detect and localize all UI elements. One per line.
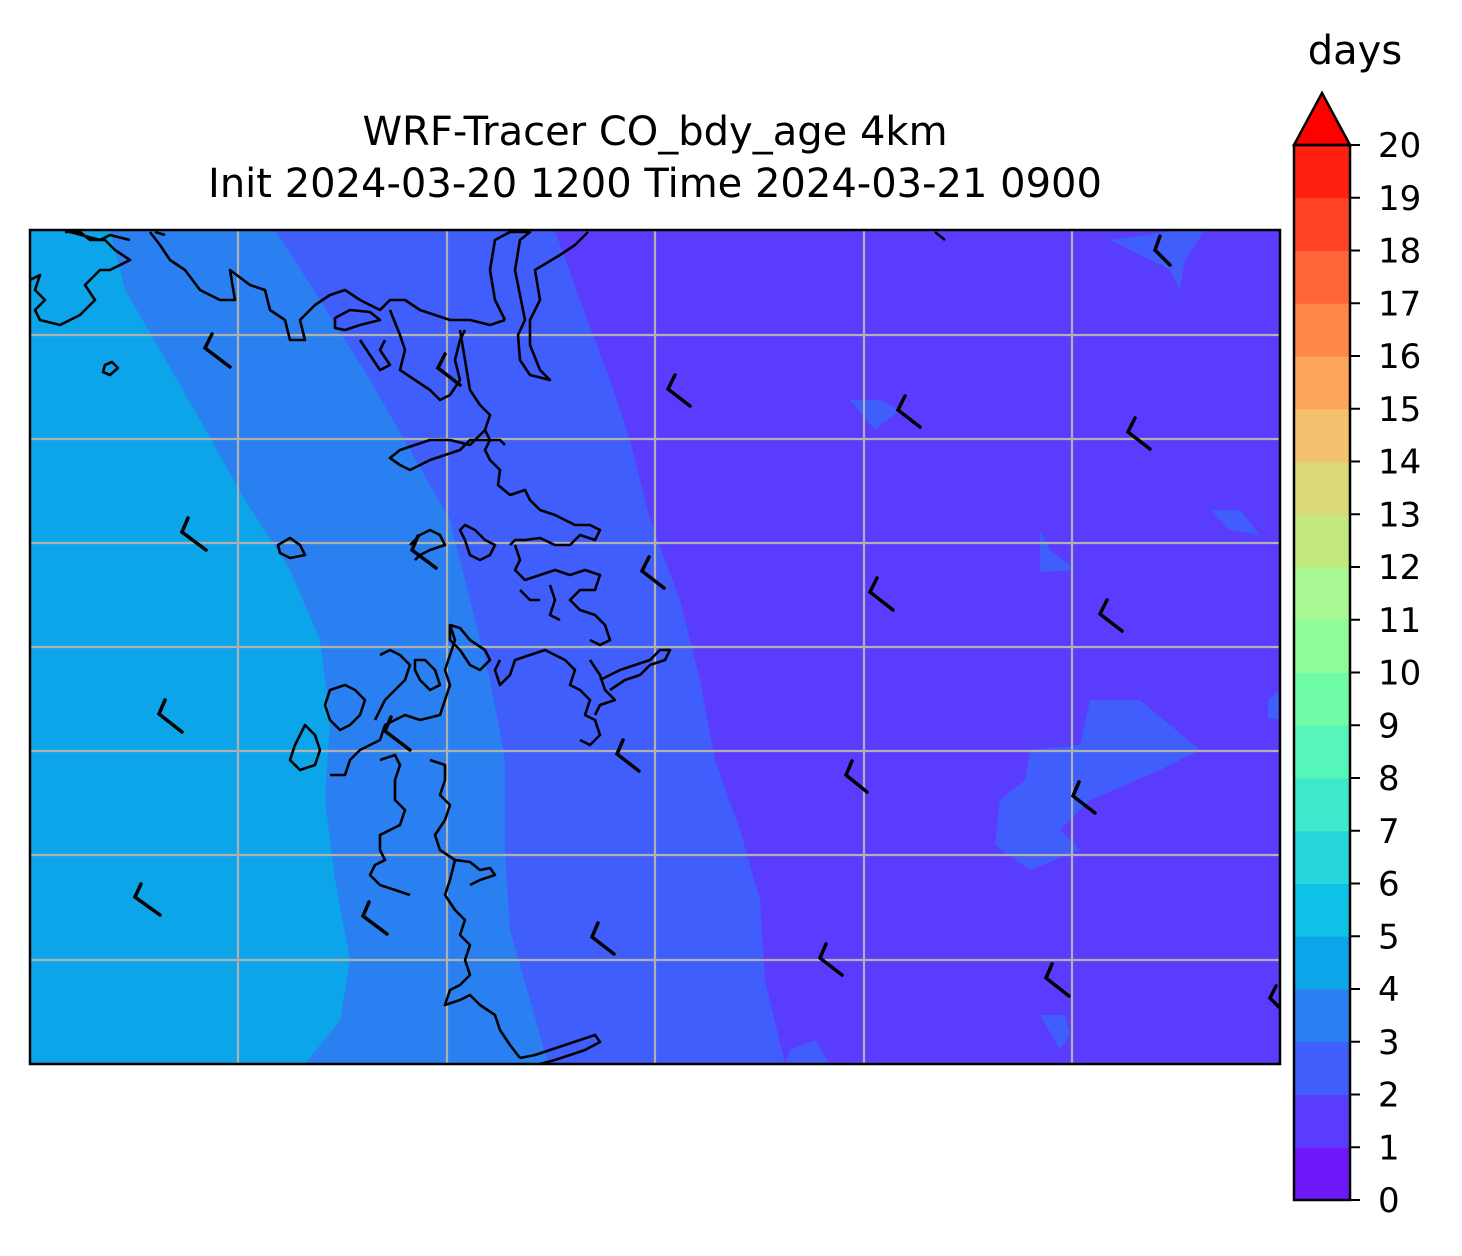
wind-barb (614, 738, 641, 773)
colorbar-tick-label: 8 (1378, 759, 1400, 799)
colorbar-band (1294, 303, 1350, 357)
title-line-2: Init 2024-03-20 1200 Time 2024-03-21 090… (208, 161, 1102, 207)
colorbar-band (1294, 356, 1350, 410)
wind-barb (435, 352, 462, 387)
colorbar-tick-label: 7 (1378, 812, 1400, 852)
wind-barb (1070, 780, 1097, 815)
colorbar-extend-triangle (1291, 90, 1353, 147)
colorbar-tick-label: 1 (1378, 1128, 1400, 1168)
colorbar-tick-label: 19 (1378, 179, 1421, 219)
wind-barb (179, 516, 208, 552)
colorbar-tick-label: 6 (1378, 865, 1400, 905)
colorbar-band (1294, 408, 1350, 462)
colorbar-tick-label: 16 (1378, 337, 1421, 377)
colorbar-band (1294, 989, 1350, 1043)
wind-barb (360, 900, 389, 936)
colorbar-tick-label: 4 (1378, 970, 1400, 1010)
colorbar-band (1294, 250, 1350, 304)
colorbar-band (1294, 197, 1350, 251)
contour-patch (995, 700, 1200, 870)
wind-barbs (132, 234, 1280, 1011)
colorbar-tick-label: 0 (1378, 1181, 1400, 1221)
colorbar-bands (1294, 145, 1350, 1201)
colorbar-tick-label: 17 (1378, 284, 1421, 324)
colorbar-tick-label: 3 (1378, 1023, 1400, 1063)
colorbar-band (1294, 567, 1350, 621)
colorbar-band (1294, 1147, 1350, 1201)
colorbar-band (1294, 672, 1350, 726)
colorbar-tick-label: 11 (1378, 601, 1421, 641)
contour-patch (1040, 1015, 1070, 1050)
colorbar-band (1294, 725, 1350, 779)
colorbar-band (1294, 619, 1350, 673)
contour-patch (1040, 530, 1075, 572)
colorbar-band (1294, 145, 1350, 199)
wind-barb (1125, 416, 1152, 451)
colorbar-band (1294, 936, 1350, 990)
wind-barb (639, 555, 666, 590)
wind-barb (1152, 234, 1172, 267)
colorbar-tick-label: 9 (1378, 706, 1400, 746)
title-line-1: WRF-Tracer CO_bdy_age 4km (362, 109, 948, 155)
colorbar-band (1294, 883, 1350, 937)
wind-barb (132, 882, 162, 917)
colorbar-tick-label: 14 (1378, 443, 1421, 483)
colorbar-band (1294, 830, 1350, 884)
colorbar-band (1294, 1041, 1350, 1095)
map-title: WRF-Tracer CO_bdy_age 4km Init 2024-03-2… (30, 106, 1280, 210)
map-frame (28, 228, 1282, 1066)
colorbar-label: days (1307, 28, 1403, 74)
coastline (30, 230, 946, 1064)
colorbar-tick-label: 18 (1378, 232, 1421, 272)
colorbar-tick-label: 5 (1378, 917, 1400, 957)
colorbar-tick-label: 20 (1378, 126, 1421, 166)
colorbar-band (1294, 461, 1350, 515)
contour-patch (785, 1040, 830, 1064)
contour-patch (1210, 510, 1260, 535)
wind-barb (817, 942, 844, 977)
wind-barb (409, 534, 438, 570)
contour-patch (1268, 690, 1280, 720)
wind-barb (382, 715, 412, 752)
colorbar-band (1294, 778, 1350, 832)
colorbar-tick-label: 15 (1378, 390, 1421, 430)
contour-patch (850, 400, 900, 430)
colorbar-tick-label: 2 (1378, 1076, 1400, 1116)
contour-patch (1110, 230, 1205, 290)
colorbar-band (1294, 514, 1350, 568)
wind-barb (1043, 962, 1071, 998)
colorbar-tick-label: 13 (1378, 495, 1421, 535)
wind-barb (202, 332, 232, 369)
wind-barb (1097, 598, 1124, 633)
wind-barb (1267, 984, 1280, 1011)
wind-barb (156, 698, 184, 734)
colorbar-tick-label: 10 (1378, 654, 1421, 694)
wind-barb (843, 759, 869, 794)
colorbar-band (1294, 1094, 1350, 1148)
wind-barb (895, 394, 922, 429)
colorbar-tick-label: 12 (1378, 548, 1421, 588)
gridlines (30, 230, 1280, 1064)
wind-barb (589, 921, 616, 956)
wind-barb (665, 373, 692, 408)
wind-barb (867, 576, 895, 612)
